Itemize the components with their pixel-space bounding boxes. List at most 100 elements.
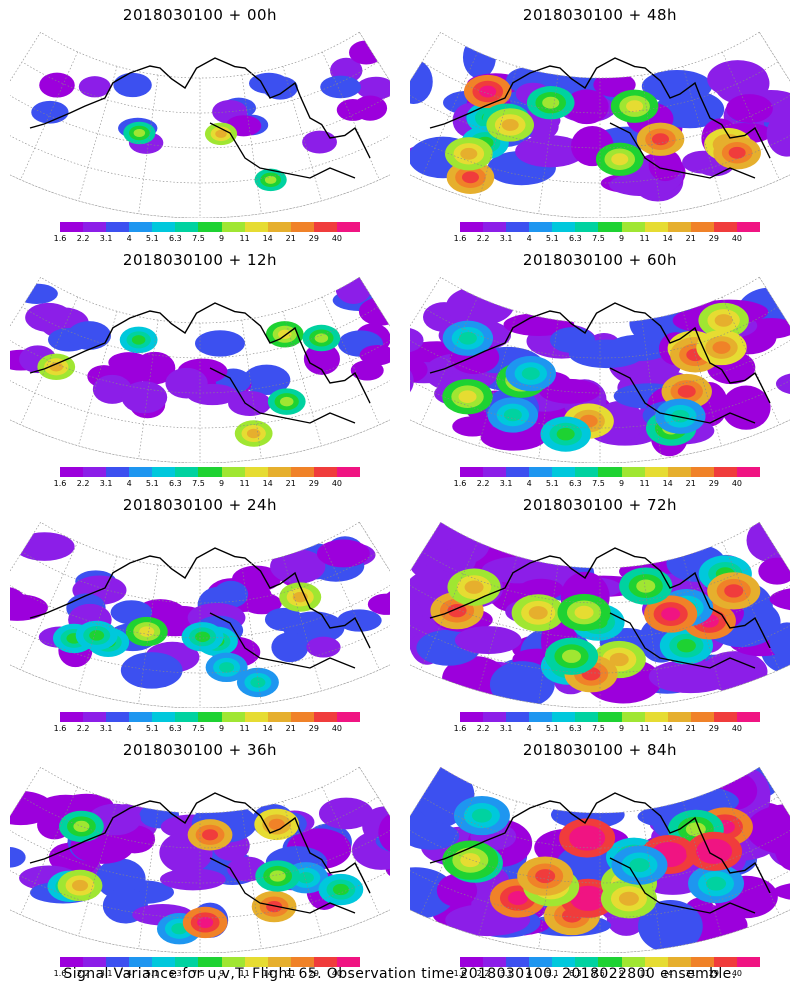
colorbar-swatch xyxy=(83,712,107,722)
colorbar-tick-label: 21 xyxy=(285,479,296,488)
colorbar-tick-label: 1.6 xyxy=(453,479,467,488)
colorbar-swatch xyxy=(221,712,245,722)
colorbar-swatch xyxy=(106,467,130,477)
colorbar-tick-label: 7.5 xyxy=(192,969,205,978)
colorbar-tick-label: 7.5 xyxy=(592,969,605,978)
colorbar-tick-label: 40 xyxy=(731,479,743,488)
colorbar-swatch xyxy=(290,712,314,722)
colorbar-swatch xyxy=(267,712,291,722)
map-panel: 2018030100 + 60h 1.6 2.2 3.1 4 5.1 6.3 7.5 9 11 14… xyxy=(400,245,800,490)
colorbar-tick-label: 29 xyxy=(308,724,319,733)
variance-field xyxy=(410,767,790,953)
colorbar-tick-label: 2.2 xyxy=(76,479,90,488)
colorbar-swatch xyxy=(336,712,361,722)
colorbar-tick-label: 6.3 xyxy=(169,724,182,733)
colorbar-swatch xyxy=(713,957,737,967)
colorbar-swatch xyxy=(483,712,507,722)
polar-map xyxy=(410,276,790,463)
colorbar-tick-label: 3.1 xyxy=(499,969,513,978)
colorbar-tick-label: 1.6 xyxy=(53,234,67,243)
colorbar-swatch xyxy=(736,222,761,232)
colorbar-tick-label: 14 xyxy=(262,724,273,733)
colorbar-swatch xyxy=(690,957,714,967)
coastline xyxy=(429,57,771,159)
colorbar-swatch xyxy=(644,222,668,232)
colorbar-tick-label: 5.1 xyxy=(145,969,159,978)
colorbar-tick-label: 3.1 xyxy=(99,234,113,243)
polar-map xyxy=(410,31,790,218)
map-panel: 2018030100 + 24h 1.6 2.2 3.1 4 5.1 6.3 7.5 9 11 14… xyxy=(0,490,400,735)
colorbar-swatch xyxy=(552,712,576,722)
colorbar-tick-label: 11 xyxy=(639,234,650,243)
polar-map xyxy=(10,521,390,708)
colorbar-swatch xyxy=(598,467,622,477)
colorbar-swatch xyxy=(736,957,761,967)
colorbar-tick-label: 40 xyxy=(731,234,743,243)
colorbar-tick-label: 14 xyxy=(662,724,673,733)
polar-map xyxy=(410,521,790,708)
colorbar-tick-label: 2.2 xyxy=(476,724,490,733)
colorbar-swatch xyxy=(336,957,361,967)
colorbar-swatch xyxy=(575,712,599,722)
colorbar-tick-label: 14 xyxy=(262,969,273,978)
map-boundary xyxy=(410,521,790,708)
colorbar-swatch xyxy=(575,467,599,477)
colorbar-tick-label: 11 xyxy=(239,724,250,733)
colorbar-swatch xyxy=(483,957,507,967)
map-panel: 2018030100 + 00h 1.6 2.2 3.1 4 5.1 6.3 7.5 9 11 14… xyxy=(0,0,400,245)
coastline xyxy=(609,857,756,914)
map-boundary xyxy=(10,276,390,463)
colorbar-swatch xyxy=(736,467,761,477)
colorbar-tick-label: 14 xyxy=(662,234,673,243)
colorbar-swatch xyxy=(267,957,291,967)
colorbar-tick-label: 29 xyxy=(708,479,719,488)
map-boundary xyxy=(10,31,390,218)
coastline xyxy=(29,792,371,894)
colorbar-swatch xyxy=(152,712,176,722)
colorbar-swatch xyxy=(506,712,530,722)
colorbar-tick-label: 21 xyxy=(285,724,296,733)
colorbar-swatch xyxy=(644,712,668,722)
colorbar-tick-label: 29 xyxy=(308,969,319,978)
colorbar-tick-label: 14 xyxy=(662,969,673,978)
colorbar-swatch xyxy=(598,222,622,232)
colorbar-tick-label: 40 xyxy=(731,724,743,733)
colorbar-swatch xyxy=(621,222,645,232)
colorbar-tick-label: 9 xyxy=(218,724,225,733)
colorbar-tick-label: 5.1 xyxy=(545,969,559,978)
coastline xyxy=(429,547,771,649)
colorbar-swatch xyxy=(552,957,576,967)
colorbar-swatch xyxy=(598,712,622,722)
colorbar-swatch xyxy=(313,957,337,967)
coastline xyxy=(29,302,371,404)
colorbar-swatch xyxy=(198,957,222,967)
colorbar-tick-label: 11 xyxy=(239,969,250,978)
colorbar-swatch xyxy=(198,467,222,477)
colorbar-tick-label: 7.5 xyxy=(192,234,205,243)
colorbar-tick-label: 9 xyxy=(218,969,225,978)
variance-field xyxy=(31,40,390,192)
colorbar-swatch xyxy=(690,712,714,722)
colorbar-tick-label: 4 xyxy=(126,479,132,488)
colorbar-swatch xyxy=(667,467,691,477)
panel-title: 2018030100 + 84h xyxy=(522,741,678,759)
colorbar-tick-label: 4 xyxy=(126,969,132,978)
coastline xyxy=(429,302,771,404)
colorbar xyxy=(60,222,361,232)
panel-title: 2018030100 + 36h xyxy=(122,741,278,759)
panel-title: 2018030100 + 12h xyxy=(122,251,278,269)
colorbar-tick-label: 6.3 xyxy=(569,724,582,733)
colorbar-swatch xyxy=(60,712,84,722)
colorbar-swatch xyxy=(644,467,668,477)
colorbar-tick-label: 1.6 xyxy=(453,724,467,733)
colorbar-tick-label: 4 xyxy=(526,234,532,243)
colorbar-tick-label: 11 xyxy=(239,234,250,243)
map-boundary xyxy=(410,31,790,218)
map-panel: 2018030100 + 48h 1.6 2.2 3.1 4 5.1 6.3 7.5 9 11 14… xyxy=(400,0,800,245)
colorbar-swatch xyxy=(736,712,761,722)
colorbar-tick-label: 2.2 xyxy=(76,969,90,978)
colorbar-swatch xyxy=(175,712,199,722)
panel-title: 2018030100 + 60h xyxy=(522,251,678,269)
colorbar-swatch xyxy=(483,467,507,477)
colorbar-swatch xyxy=(83,957,107,967)
